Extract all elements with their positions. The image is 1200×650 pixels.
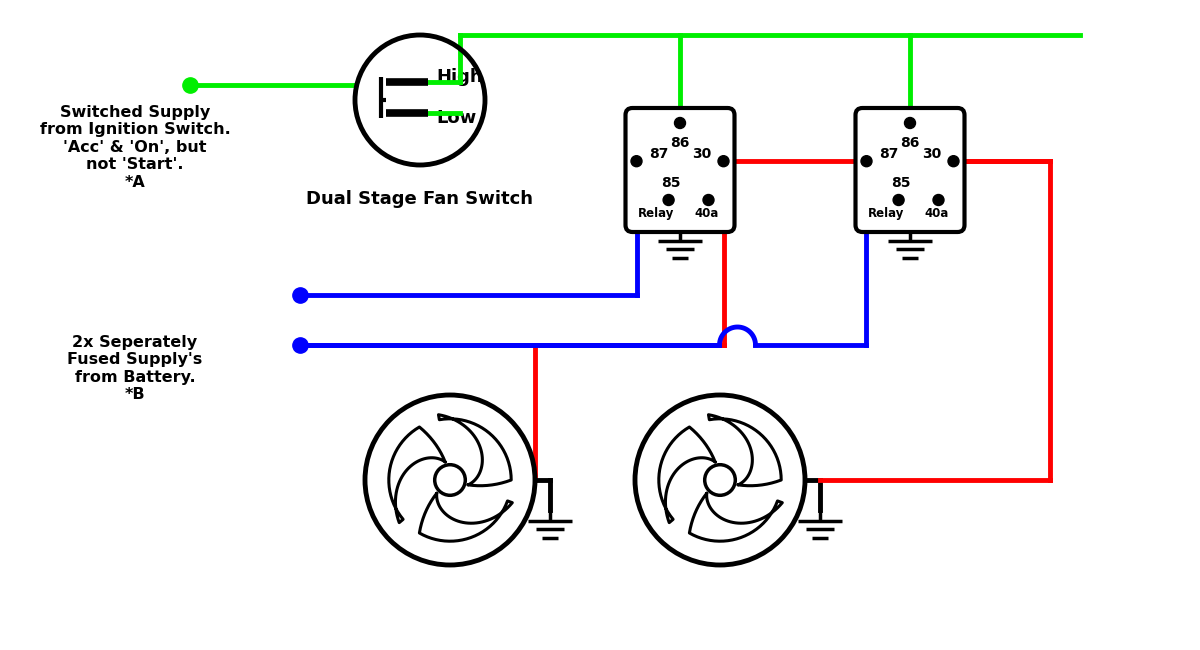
Circle shape (860, 156, 872, 166)
Text: Low: Low (437, 109, 476, 127)
Polygon shape (689, 493, 782, 541)
Circle shape (703, 194, 714, 205)
Polygon shape (659, 427, 715, 523)
Polygon shape (420, 493, 512, 541)
Circle shape (893, 194, 904, 205)
Circle shape (664, 194, 674, 205)
Polygon shape (708, 415, 781, 486)
Polygon shape (389, 427, 445, 523)
Polygon shape (438, 415, 511, 486)
Text: Relay: Relay (868, 207, 905, 220)
Circle shape (934, 194, 944, 205)
FancyBboxPatch shape (856, 108, 965, 232)
FancyBboxPatch shape (625, 108, 734, 232)
Text: 86: 86 (900, 136, 919, 150)
Text: 30: 30 (692, 147, 712, 161)
Text: 40a: 40a (924, 207, 949, 220)
Text: 85: 85 (890, 176, 911, 190)
Text: Switched Supply
from Ignition Switch.
'Acc' & 'On', but
not 'Start'.
*A: Switched Supply from Ignition Switch. 'A… (40, 105, 230, 190)
Text: 86: 86 (671, 136, 690, 150)
Text: Relay: Relay (638, 207, 674, 220)
Text: 40a: 40a (695, 207, 719, 220)
Text: Dual Stage Fan Switch: Dual Stage Fan Switch (306, 190, 534, 208)
Circle shape (718, 156, 730, 166)
Text: 87: 87 (649, 147, 668, 161)
Text: 85: 85 (661, 176, 680, 190)
Circle shape (674, 118, 685, 129)
Text: 2x Seperately
Fused Supply's
from Battery.
*B: 2x Seperately Fused Supply's from Batter… (67, 335, 203, 402)
Circle shape (905, 118, 916, 129)
Text: 30: 30 (923, 147, 942, 161)
Circle shape (631, 156, 642, 166)
Text: High: High (437, 68, 482, 86)
Circle shape (948, 156, 959, 166)
Text: 87: 87 (880, 147, 899, 161)
